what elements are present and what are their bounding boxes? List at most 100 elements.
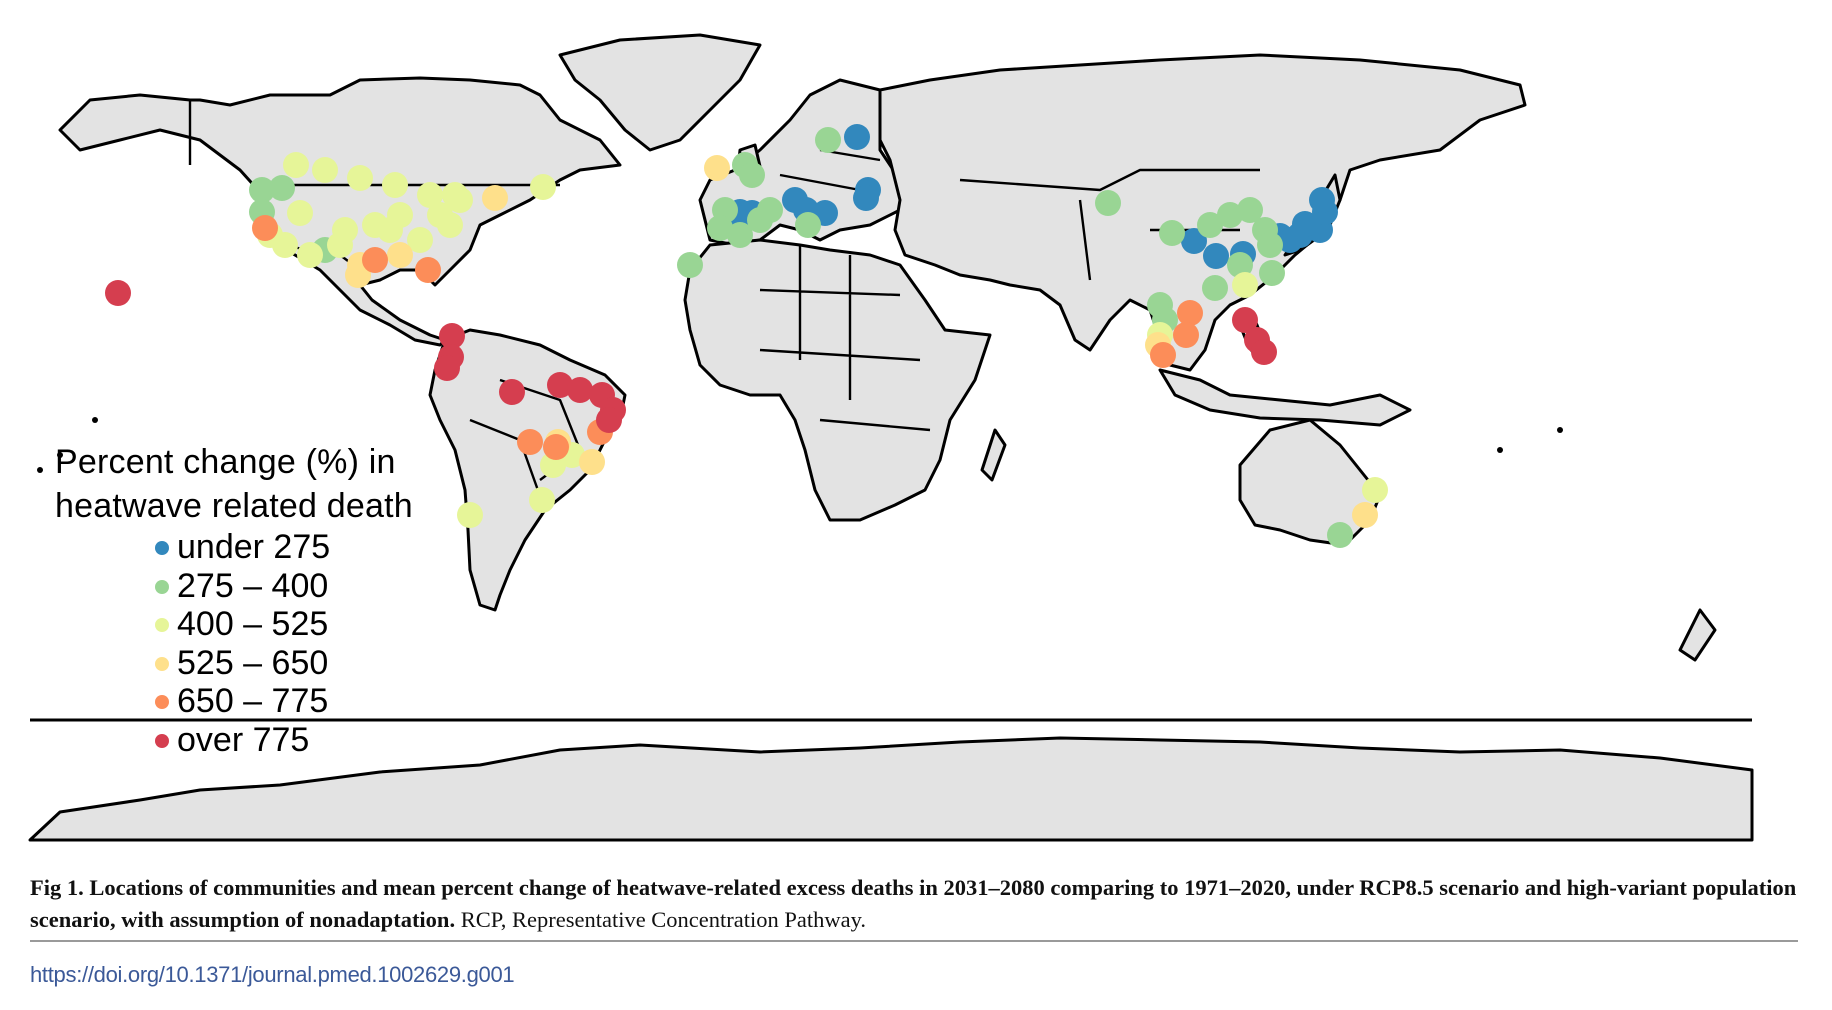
north-america [58, 76, 622, 347]
figure-caption: Fig 1. Locations of communities and mean… [30, 872, 1810, 936]
community-point [1251, 339, 1277, 365]
community-point [272, 232, 298, 258]
islet [1497, 447, 1503, 453]
caption-divider [30, 940, 1798, 942]
islet [1557, 427, 1563, 433]
community-point [844, 124, 870, 150]
legend-label: over 775 [177, 720, 310, 759]
community-point [727, 222, 753, 248]
community-point [739, 162, 765, 188]
community-point [437, 212, 463, 238]
community-point [269, 175, 295, 201]
community-point [1362, 477, 1388, 503]
community-point [1173, 322, 1199, 348]
community-point [704, 155, 730, 181]
community-point [457, 502, 483, 528]
islet [37, 467, 43, 473]
community-point [434, 355, 460, 381]
community-point [327, 232, 353, 258]
community-point [677, 252, 703, 278]
legend-item-400-525: 400 – 525 [155, 605, 413, 644]
world-map: Percent change (%) in heatwave related d… [28, 33, 1754, 842]
asia [878, 53, 1527, 372]
legend-dot-icon [155, 579, 169, 594]
legend-dot-icon [155, 656, 169, 671]
community-point [1327, 522, 1353, 548]
legend-item-525-650: 525 – 650 [155, 643, 413, 683]
community-point [1181, 228, 1207, 254]
community-point [407, 227, 433, 253]
antarctica [28, 736, 1754, 842]
islet [57, 452, 63, 458]
legend-title-line2: heatwave related death [55, 487, 413, 525]
community-point [517, 429, 543, 455]
community-point [362, 247, 388, 273]
community-point [1159, 220, 1185, 246]
community-point [795, 212, 821, 238]
community-point [757, 197, 783, 223]
community-point [387, 242, 413, 268]
legend-label: 400 – 525 [177, 605, 329, 643]
legend-item-650-775: 650 – 775 [155, 682, 413, 721]
community-point [596, 407, 622, 433]
doi-link[interactable]: https://doi.org/10.1371/journal.pmed.100… [30, 962, 515, 987]
community-point [1277, 227, 1303, 253]
community-point [1202, 275, 1228, 301]
legend-title-line1: Percent change (%) in [55, 443, 396, 481]
legend-label: 525 – 650 [177, 643, 329, 682]
community-point [707, 215, 733, 241]
community-point [105, 280, 131, 306]
community-point [1352, 502, 1378, 528]
legend-dot-icon [155, 695, 169, 709]
community-point [415, 257, 441, 283]
legend-dot-icon [155, 618, 169, 632]
community-point [447, 187, 473, 213]
legend-item-under-275: under 275 [155, 528, 413, 567]
community-point [1309, 187, 1335, 213]
border-line [759, 245, 931, 432]
caption-regular: RCP, Representative Concentration Pathwa… [455, 907, 867, 932]
legend-item-over-775: over 775 [155, 720, 413, 760]
community-point [1232, 307, 1258, 333]
community-point [815, 127, 841, 153]
community-point [249, 177, 275, 203]
community-point [382, 172, 408, 198]
community-point [439, 323, 465, 349]
islet [92, 417, 98, 423]
community-point [1232, 272, 1258, 298]
community-point [543, 434, 569, 460]
community-point [1237, 197, 1263, 223]
community-point [1150, 342, 1176, 368]
community-point [530, 174, 556, 200]
community-point [287, 200, 313, 226]
community-point [547, 372, 573, 398]
legend-label: under 275 [177, 528, 331, 566]
community-point [1203, 243, 1229, 269]
caption-bold: Fig 1. Locations of communities and mean… [30, 875, 1797, 932]
map-canvas [28, 33, 1754, 842]
new-zealand [1678, 608, 1717, 662]
community-point [417, 182, 443, 208]
community-point [482, 185, 508, 211]
legend-item-275-400: 275 – 400 [155, 567, 413, 606]
community-point [579, 449, 605, 475]
greenland [558, 33, 762, 152]
community-point [347, 165, 373, 191]
community-point [1177, 300, 1203, 326]
community-point [1217, 202, 1243, 228]
community-point [297, 242, 323, 268]
legend-label: 650 – 775 [177, 682, 329, 720]
community-point [853, 185, 879, 211]
legend: Percent change (%) in heatwave related d… [55, 440, 413, 759]
community-point [283, 152, 309, 178]
community-point [499, 379, 525, 405]
community-point [529, 487, 555, 513]
community-point [377, 217, 403, 243]
community-point [1257, 232, 1283, 258]
community-point [1095, 190, 1121, 216]
community-point [312, 157, 338, 183]
community-point [252, 215, 278, 241]
legend-dot-icon [155, 541, 169, 555]
community-point [345, 262, 371, 288]
community-point [1197, 212, 1223, 238]
